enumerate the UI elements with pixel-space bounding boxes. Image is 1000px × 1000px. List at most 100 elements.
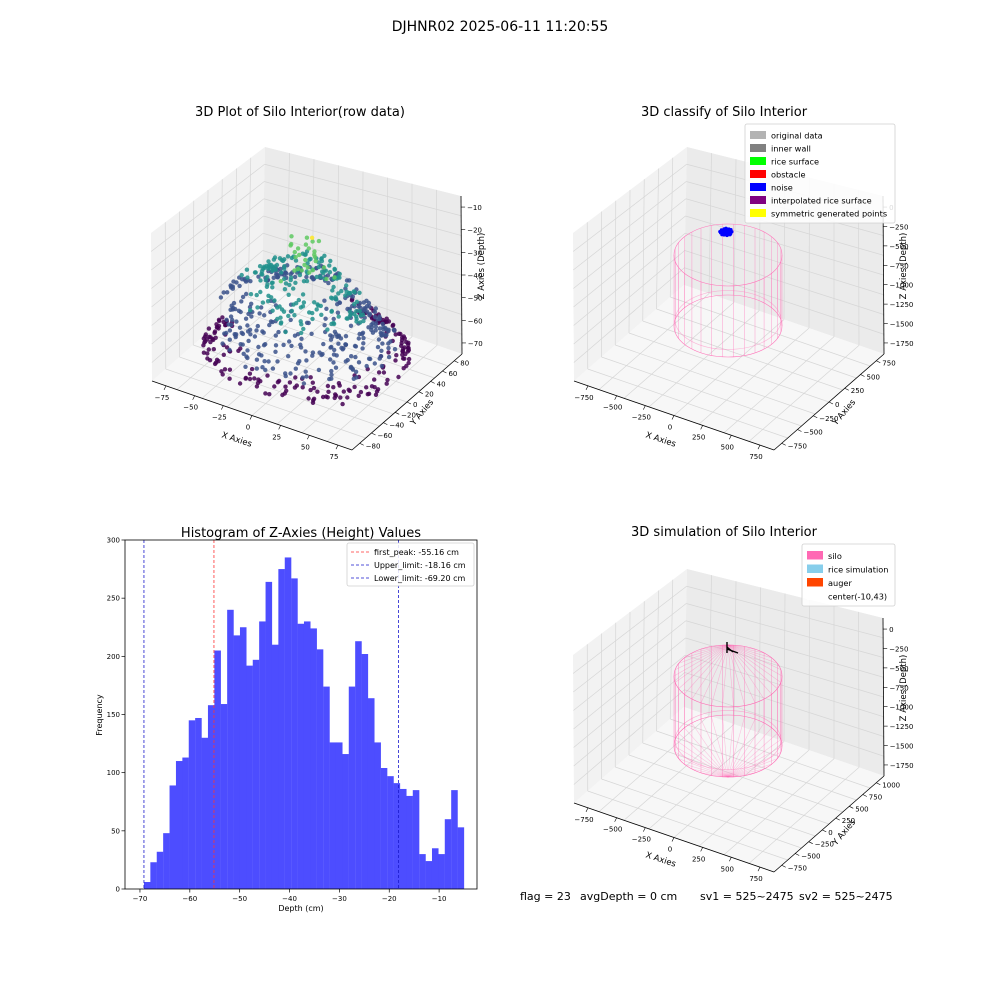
raw-point <box>282 264 287 269</box>
raw-point <box>227 367 233 372</box>
raw-point <box>230 305 236 311</box>
z-tick-label: −20 <box>467 227 482 235</box>
raw-point <box>288 243 293 248</box>
raw-point <box>338 395 343 400</box>
legend-swatch <box>750 183 766 191</box>
raw-point <box>351 376 356 381</box>
raw-point <box>392 347 398 352</box>
hist-x-tick-label: −20 <box>382 895 397 903</box>
raw-point <box>248 292 254 297</box>
hist-title: Histogram of Z-Axies (Height) Values <box>181 526 421 541</box>
raw-point <box>299 330 304 336</box>
raw-point <box>275 359 280 364</box>
silo-floor-line <box>673 745 729 778</box>
raw-point <box>236 308 242 313</box>
raw-point <box>366 356 372 361</box>
raw-point <box>244 291 249 297</box>
raw-point <box>380 321 385 326</box>
raw-point <box>310 275 315 280</box>
raw-point <box>305 265 310 270</box>
hist-x-tick-label: −50 <box>232 895 247 903</box>
raw-point <box>245 275 250 280</box>
raw-point <box>283 373 288 379</box>
raw-point <box>221 352 226 357</box>
raw-point <box>218 295 224 300</box>
grid-line <box>808 599 810 751</box>
legend-swatch <box>807 551 823 560</box>
raw-point <box>322 298 327 303</box>
raw-point <box>280 392 285 398</box>
raw-point <box>327 263 332 268</box>
sim-xlabel: X Axies <box>644 850 677 869</box>
raw-point <box>270 308 275 313</box>
y-tick-label: 20 <box>425 391 434 399</box>
hist-bar <box>431 848 439 889</box>
sim-x-ticks: −750 −500 −250 0 250 500 750 <box>574 807 763 883</box>
raw-point <box>301 326 306 332</box>
grid-line <box>386 177 388 329</box>
hist-bar <box>342 754 349 889</box>
raw-point <box>213 335 218 340</box>
silo-floor-line <box>727 763 772 778</box>
hist-bar <box>399 788 407 889</box>
raw-point <box>213 360 219 365</box>
raw-title: 3D Plot of Silo Interior(row data) <box>195 105 405 120</box>
raw-point <box>310 380 315 385</box>
raw-point <box>299 322 304 327</box>
legend-label: interpolated rice surface <box>771 196 872 206</box>
raw-point <box>329 376 334 381</box>
raw-point <box>265 373 270 378</box>
raw-point <box>234 319 239 324</box>
x-tick-mark <box>249 415 253 420</box>
y-tick-label: 250 <box>842 817 855 825</box>
raw-point <box>306 320 311 326</box>
x-tick-label: 500 <box>721 865 734 873</box>
grid-line <box>698 327 810 425</box>
raw-point <box>310 310 315 316</box>
grid-line <box>642 601 645 744</box>
raw-point <box>223 323 228 328</box>
raw-point <box>221 290 226 295</box>
legend-frame <box>744 123 896 224</box>
y-tick-label: −250 <box>815 841 834 849</box>
raw-point <box>262 359 267 364</box>
raw-point <box>303 242 309 247</box>
grid-line <box>263 215 462 276</box>
raw-point <box>311 385 317 391</box>
raw-point <box>344 283 349 288</box>
raw-point <box>394 353 399 358</box>
x-tick-label: −50 <box>183 404 198 412</box>
hist-legend: first_peak: -55.16 cm Upper_limit: -18.16… <box>346 542 475 587</box>
x-tick-label: 500 <box>721 443 734 451</box>
silo-floor-line <box>678 758 729 778</box>
status-flag: flag = 23 <box>520 890 571 903</box>
raw-point <box>252 270 258 275</box>
y-tick-mark <box>383 422 388 425</box>
y-tick-mark <box>822 829 827 833</box>
y-tick-mark <box>828 401 834 405</box>
raw-point <box>312 300 317 305</box>
silo-floor-line <box>675 752 729 778</box>
raw-point <box>331 360 336 365</box>
raw-point <box>332 347 337 353</box>
z-tick-label: −500 <box>889 243 908 251</box>
raw-point <box>259 271 264 277</box>
raw-point <box>270 366 276 371</box>
silo-floor-line <box>727 775 745 778</box>
grid-line <box>234 308 435 379</box>
legend-swatch <box>750 157 766 165</box>
raw-point <box>256 344 261 350</box>
silo-floor-line <box>675 739 729 778</box>
silo-floor-line <box>727 739 781 778</box>
silo-floor-line <box>727 733 778 778</box>
raw-point <box>335 334 340 339</box>
raw-x-ticks: −75 −50 −25 0 25 50 75 <box>155 385 338 461</box>
hist-bar <box>367 698 375 889</box>
raw-point <box>308 387 313 393</box>
hist-bar <box>303 621 311 889</box>
raw-point <box>297 272 303 278</box>
raw-point <box>400 349 405 354</box>
z-axis-line <box>882 617 885 777</box>
hist-bar <box>284 557 292 889</box>
raw-point <box>239 299 244 304</box>
